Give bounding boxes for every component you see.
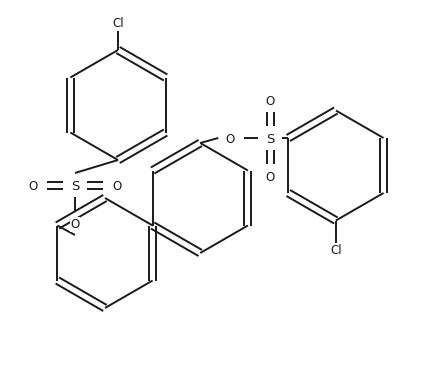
Text: Cl: Cl [112,17,124,30]
Text: Cl: Cl [330,244,342,256]
Text: O: O [113,180,122,193]
Text: S: S [266,133,275,146]
Text: S: S [71,180,79,193]
Text: O: O [265,171,275,184]
Text: O: O [265,95,275,108]
Text: O: O [29,180,38,193]
Text: O: O [71,218,80,231]
Text: O: O [226,133,235,146]
